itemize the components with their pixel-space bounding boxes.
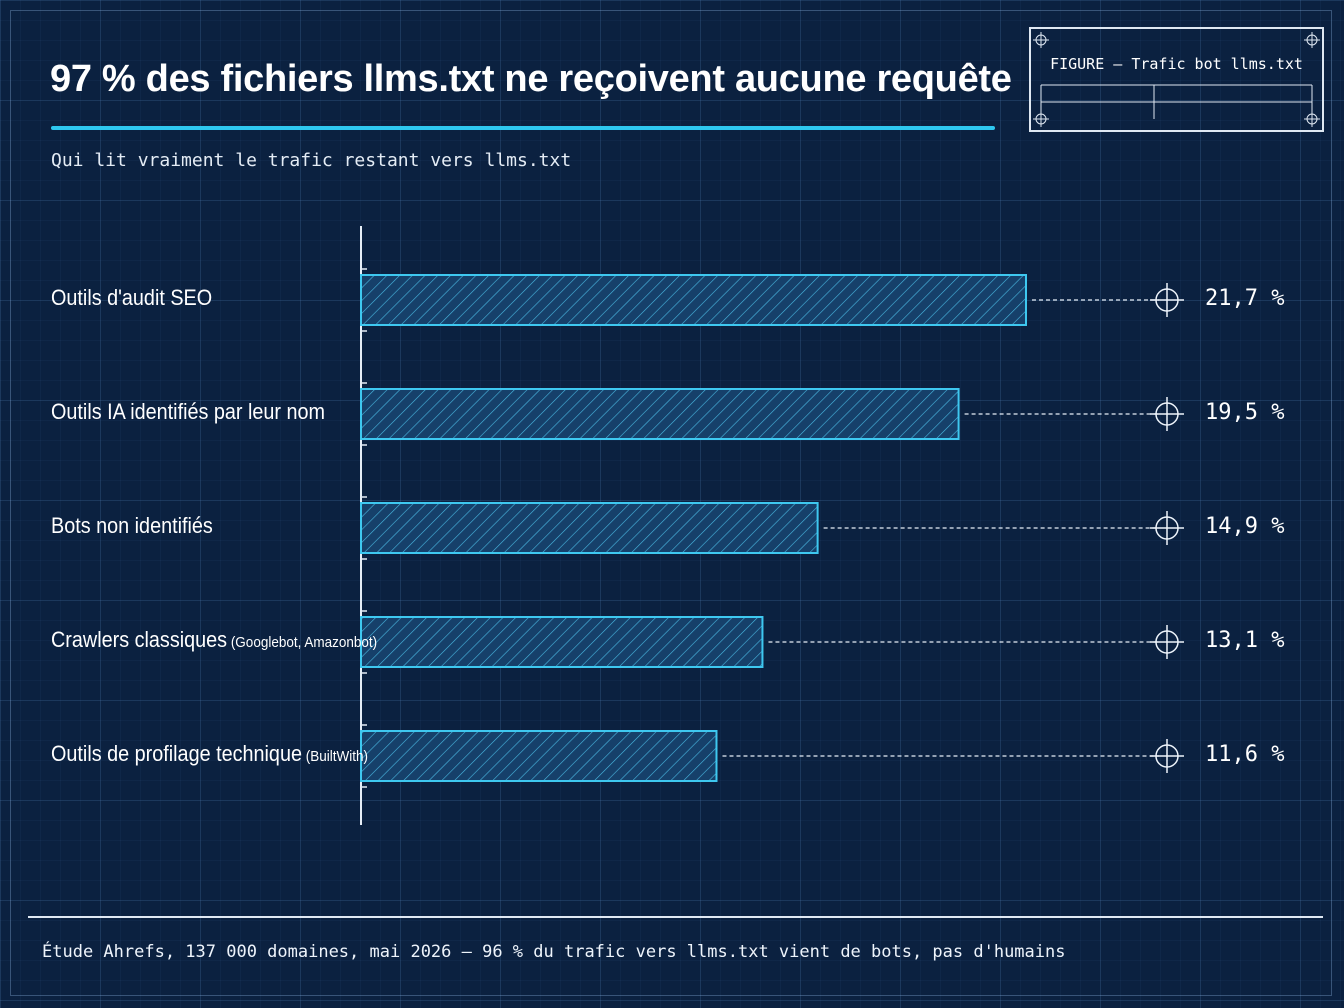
value-label: 14,9 % xyxy=(1205,514,1285,539)
value-label: 19,5 % xyxy=(1205,400,1285,425)
page-frame xyxy=(10,10,1332,996)
title-underline xyxy=(51,126,995,130)
source-note: Étude Ahrefs, 137 000 domaines, mai 2026… xyxy=(42,942,1066,962)
stamp-label: FIGURE — Trafic bot llms.txt xyxy=(1050,55,1303,73)
crosshair-marker xyxy=(1150,511,1184,545)
category-label: Outils d'audit SEO xyxy=(51,285,212,311)
category-name: Bots non identifiés xyxy=(51,513,213,538)
crosshair-marker xyxy=(1150,739,1184,773)
chart-subtitle: Qui lit vraiment le trafic restant vers … xyxy=(51,150,572,171)
category-note: (BuiltWith) xyxy=(301,748,368,765)
category-label: Bots non identifiés xyxy=(51,513,213,539)
category-name: Outils d'audit SEO xyxy=(51,285,213,310)
bar-5 xyxy=(360,730,718,782)
value-label: 21,7 % xyxy=(1205,286,1285,311)
stamp-decoration xyxy=(1033,32,1320,127)
bar-1 xyxy=(360,274,1027,326)
crosshair-marker xyxy=(1150,625,1184,659)
figure-stamp: FIGURE — Trafic bot llms.txt xyxy=(1029,27,1324,132)
category-name: Outils de profilage technique xyxy=(51,741,302,766)
value-label: 13,1 % xyxy=(1205,628,1285,653)
chart-title: 97 % des fichiers llms.txt ne reçoivent … xyxy=(50,58,1012,100)
bar-2 xyxy=(360,388,960,440)
crosshair-marker xyxy=(1150,397,1184,431)
bar-4 xyxy=(360,616,764,668)
bar-3 xyxy=(360,502,819,554)
category-name: Outils IA identifiés par leur nom xyxy=(51,399,326,424)
category-label: Outils IA identifiés par leur nom xyxy=(51,399,325,425)
crosshair-marker xyxy=(1150,283,1184,317)
category-note: (Googlebot, Amazonbot) xyxy=(227,634,378,651)
footer-rule xyxy=(28,916,1323,918)
category-label: Crawlers classiques (Googlebot, Amazonbo… xyxy=(51,627,377,653)
value-label: 11,6 % xyxy=(1205,742,1285,767)
category-label: Outils de profilage technique (BuiltWith… xyxy=(51,741,368,767)
category-name: Crawlers classiques xyxy=(51,627,228,652)
